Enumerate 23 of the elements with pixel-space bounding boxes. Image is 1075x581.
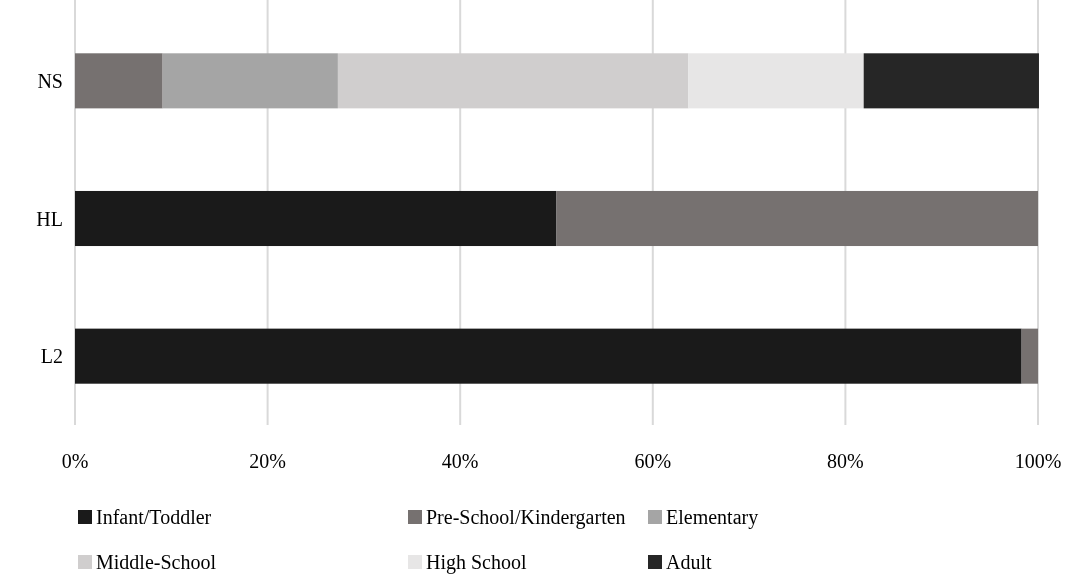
legend-label: Infant/Toddler bbox=[96, 506, 212, 528]
legend-label: Pre-School/Kindergarten bbox=[426, 506, 626, 529]
bar bbox=[75, 190, 557, 247]
y-tick-label: NS bbox=[37, 69, 63, 92]
x-tick-label: 0% bbox=[61, 450, 89, 472]
legend-label: Adult bbox=[666, 551, 712, 573]
bar bbox=[75, 53, 163, 109]
x-tick-label: 20% bbox=[249, 450, 286, 472]
x-tick-label: 100% bbox=[1014, 450, 1062, 472]
bar bbox=[75, 328, 1022, 384]
bar bbox=[556, 190, 1038, 247]
bar bbox=[162, 53, 338, 109]
bar bbox=[1021, 328, 1038, 384]
x-tick-label: 40% bbox=[441, 450, 479, 472]
bar bbox=[688, 53, 864, 109]
legend-label: Elementary bbox=[666, 506, 759, 529]
bar bbox=[863, 53, 1039, 109]
x-tick-label: 80% bbox=[827, 450, 864, 472]
legend-label: Middle-School bbox=[96, 551, 217, 573]
y-tick-label: L2 bbox=[40, 345, 63, 368]
y-tick-label: HL bbox=[36, 207, 63, 230]
x-tick-label: 60% bbox=[634, 450, 672, 472]
legend-label: High School bbox=[426, 551, 527, 574]
